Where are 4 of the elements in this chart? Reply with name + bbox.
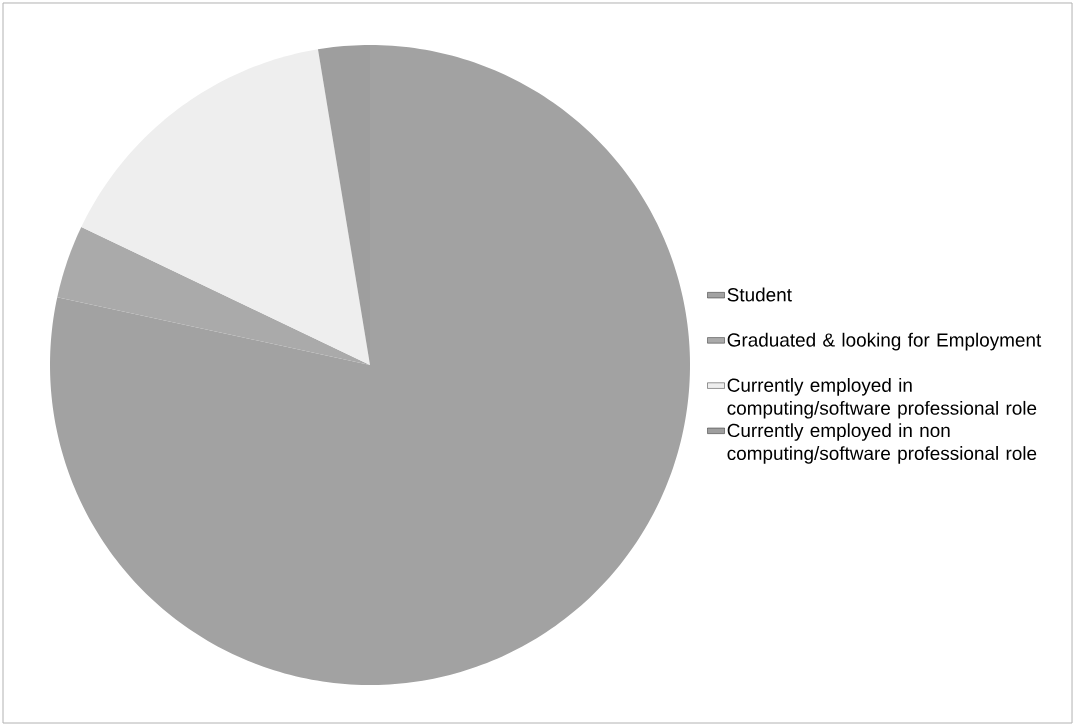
legend-label: Currently employed in computing/software professional role [727,378,1037,419]
legend-label: Student [727,287,792,302]
legend-label: Graduated & looking for Employment [727,332,1042,351]
legend-label: Currently employed in non computing/software professional role [727,423,1037,464]
